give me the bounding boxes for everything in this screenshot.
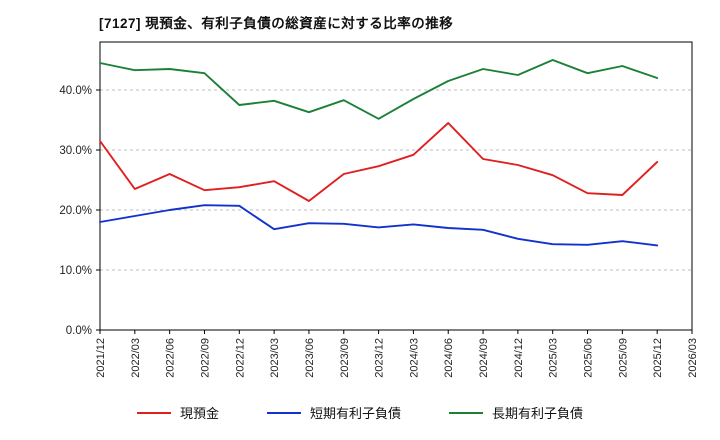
legend-label-cash: 現預金 <box>179 406 219 421</box>
x-tick-label: 2025/09 <box>617 338 629 378</box>
x-tick-label: 2023/06 <box>304 338 316 378</box>
x-tick-label: 2022/12 <box>234 338 246 378</box>
x-tick-label: 2025/12 <box>652 338 664 378</box>
legend-label-short-term-debt: 短期有利子負債 <box>309 406 401 421</box>
legend-swatch-long-term-debt <box>449 411 483 414</box>
series-line-0 <box>99 122 659 202</box>
y-tick-label: 20.0% <box>59 205 92 217</box>
y-tick-label: 40.0% <box>59 85 92 97</box>
x-tick-label: 2023/09 <box>339 338 351 378</box>
y-tick-label: 10.0% <box>59 265 92 277</box>
x-tick-label: 2024/03 <box>408 338 420 378</box>
legend-item-short-term-debt: 短期有利子負債 <box>266 403 401 422</box>
x-tick-label: 2023/03 <box>269 338 281 378</box>
line-chart: 0.0% 10.0% 20.0% 30.0% 40.0% 2021/12 2022/03 20… <box>59 41 699 378</box>
chart-title: [7127] 現預金、有利子負債の総資産に対する比率の推移 <box>99 16 454 31</box>
x-tick-label: 2025/06 <box>583 338 595 378</box>
legend: 現預金 短期有利子負債 長期有利子負債 <box>0 403 720 422</box>
legend-label-long-term-debt: 長期有利子負債 <box>492 406 584 421</box>
x-tick-label: 2024/12 <box>513 338 525 378</box>
series-line-2 <box>99 59 659 120</box>
x-tick-label: 2021/12 <box>95 338 107 378</box>
x-tick-label: 2022/03 <box>130 338 142 378</box>
x-tick-label: 2023/12 <box>374 338 386 378</box>
x-tick-label: 2024/06 <box>443 338 455 378</box>
x-tick-label: 2022/09 <box>199 338 211 378</box>
y-tick-label: 0.0% <box>66 325 92 337</box>
legend-item-long-term-debt: 長期有利子負債 <box>449 403 583 422</box>
x-tick-label: 2022/06 <box>165 338 177 378</box>
legend-item-cash: 現預金 <box>136 403 219 422</box>
x-tick-label: 2025/03 <box>548 338 560 378</box>
legend-swatch-short-term-debt <box>266 411 301 414</box>
x-tick-label: 2024/09 <box>478 338 490 378</box>
series-line-1 <box>99 204 659 247</box>
legend-swatch-cash <box>136 411 171 414</box>
plot-border <box>99 41 693 331</box>
x-tick-label: 2026/03 <box>687 338 699 378</box>
y-tick-label: 30.0% <box>59 145 92 157</box>
